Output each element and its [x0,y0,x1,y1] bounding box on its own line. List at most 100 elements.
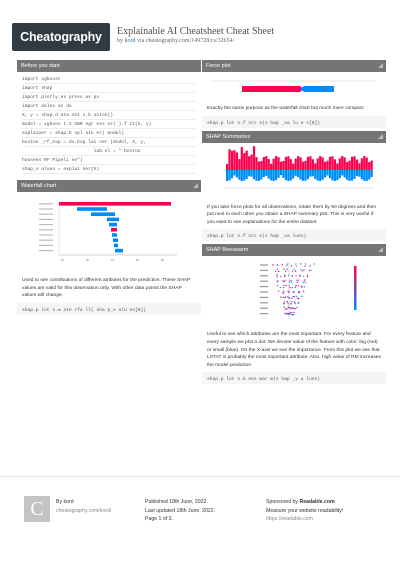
beeswarm-dot [284,271,287,273]
force-code: shap.p lot s.f orc e(s hap _va lu e s[0]… [202,115,386,128]
summary-negative-slice [316,169,319,181]
section-title: Waterfall chart [21,183,57,189]
summary-negative-slice [338,169,341,178]
summary-positive-slice [324,161,327,170]
summary-positive-slice [348,160,351,170]
summary-positive-slice [309,155,312,170]
waterfall-chart: 20 22 24 26 28 [17,192,201,274]
footer-author[interactable]: kord [63,499,74,505]
beeswarm-description: Useful to see which attributes are the m… [207,332,381,368]
waterfall-bar [112,233,117,237]
beeswarm-dot [289,281,291,283]
summary-positive-slice [265,155,268,170]
summary-negative-slice [228,169,231,180]
waterfall-bar [77,207,107,211]
summary-positive-slice [292,163,295,170]
code-line: shap_v alues = explai ner(X) [22,165,196,174]
summary-negative-slice [272,169,275,181]
byline-prefix: by [117,38,125,44]
beeswarm-feature-label [260,286,268,288]
summary-positive-slice [314,163,317,170]
beeswarm-dot [295,279,298,282]
footer-author-link[interactable]: cheatography.com/kord/ [56,507,112,514]
code-block-before: import xgboost import shap import plotly.e… [17,72,201,177]
summary-positive-slice [240,146,243,170]
summary-positive-slice [250,154,253,170]
beeswarm-dot [304,263,307,265]
summary-negative-slice [353,169,356,179]
force-negative-bar [304,86,334,92]
summary-negative-slice [270,169,273,181]
section-header-waterfall: Waterfall chart [17,180,201,192]
code-line: import xgboost [22,75,196,84]
summary-negative-slice [328,169,332,178]
beeswarm-dot [303,286,306,288]
summary-negative-slice [314,169,317,179]
summary-negative-slice [265,169,268,176]
corner-icon [378,133,383,139]
beeswarm-dot [301,295,303,298]
beeswarm-dot [300,285,303,288]
beeswarm-dot [295,265,297,268]
beeswarm-dot [295,295,298,298]
section-header-beeswarm: SHAP Beeswarm [202,244,386,257]
beeswarm-dot [293,291,295,293]
beeswarm-dot [283,297,286,299]
code-line: import shap [22,84,196,93]
summary-negative-slice [304,169,307,181]
summary-positive-slice [301,161,305,170]
summary-negative-slice [368,169,371,180]
code-line: explainer = shap.E xpl ain er( model) [22,129,196,138]
beeswarm-dot [286,313,288,315]
waterfall-feature-label [39,229,53,231]
summary-positive-slice [277,156,280,170]
sponsor-link[interactable]: https://readable.com [266,516,314,522]
footer-author-block: By kord cheatography.com/kord/ [56,498,111,515]
beeswarm-dot [290,265,293,267]
summary-positive-slice [319,155,322,170]
waterfall-description: Used to see contributions of different a… [22,278,191,299]
beeswarm-feature-label [260,264,268,266]
sponsor-name[interactable]: Readable.com [299,499,335,505]
summary-positive-slice [233,149,236,170]
beeswarm-dot [292,296,294,298]
summary-positive-slice [252,145,256,170]
summary-negative-slice [319,169,322,181]
force-description: Exactly the same purpose as the waterfal… [207,106,364,111]
summary-negative-slice [324,169,327,178]
beeswarm-dot [285,285,288,287]
summary-positive-slice [333,158,336,170]
page-header: Cheatography Explainable AI Cheatsheet C… [0,0,400,58]
beeswarm-dot [277,280,279,283]
force-negative-arrow [300,86,304,92]
beeswarm-dot [285,265,288,267]
beeswarm-dot [274,271,277,273]
summary-negative-slice [279,169,283,175]
summary-positive-slice [331,155,334,170]
beeswarm-dot [276,274,278,276]
beeswarm-dot [280,276,282,278]
summary-positive-slice [272,158,275,170]
summary-negative-slice [309,169,312,177]
beeswarm-dot [297,285,300,287]
beeswarm-dot [290,308,292,310]
cheatography-logo[interactable]: Cheatography [12,23,110,51]
author-link[interactable]: kord [124,38,136,44]
beeswarm-dot [293,312,295,314]
summary-positive-slice [370,160,373,170]
summary-negative-slice [255,169,258,181]
beeswarm-dot [276,269,278,271]
beeswarm-dot [272,264,274,267]
summary-plot [202,142,386,201]
author-avatar[interactable]: C [24,496,50,522]
beeswarm-dot [295,275,297,277]
beeswarm-dot [296,307,298,309]
code-line: housees RF Pipeli ne") [22,156,196,165]
summary-negative-slice [226,169,229,181]
section-title: SHAP Beeswarm [206,247,249,254]
summary-positive-slice [257,161,261,170]
summary-negative-slice [248,169,251,176]
summary-negative-slice [341,169,344,175]
summary-positive-slice [275,155,278,170]
summary-negative-slice [348,169,351,181]
